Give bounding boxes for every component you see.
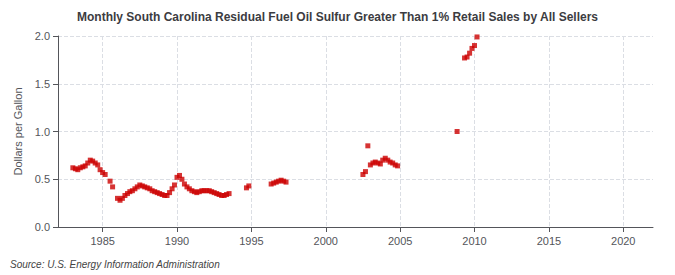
svg-text:2005: 2005 [388,235,412,247]
svg-text:1995: 1995 [239,235,263,247]
svg-text:1985: 1985 [90,235,114,247]
svg-text:2000: 2000 [314,235,338,247]
svg-text:0.5: 0.5 [35,173,50,185]
svg-text:1.5: 1.5 [35,78,50,90]
svg-text:Monthly South Carolina Residua: Monthly South Carolina Residual Fuel Oil… [77,10,598,24]
svg-text:2010: 2010 [462,235,486,247]
svg-text:Dollars per Gallon: Dollars per Gallon [12,87,24,175]
svg-text:2020: 2020 [611,235,635,247]
svg-text:2015: 2015 [537,235,561,247]
svg-text:2.0: 2.0 [35,30,50,42]
svg-text:Source: U.S. Energy Informatio: Source: U.S. Energy Information Administ… [10,259,220,270]
svg-text:1.0: 1.0 [35,126,50,138]
svg-text:1990: 1990 [165,235,189,247]
svg-text:0.0: 0.0 [35,221,50,233]
